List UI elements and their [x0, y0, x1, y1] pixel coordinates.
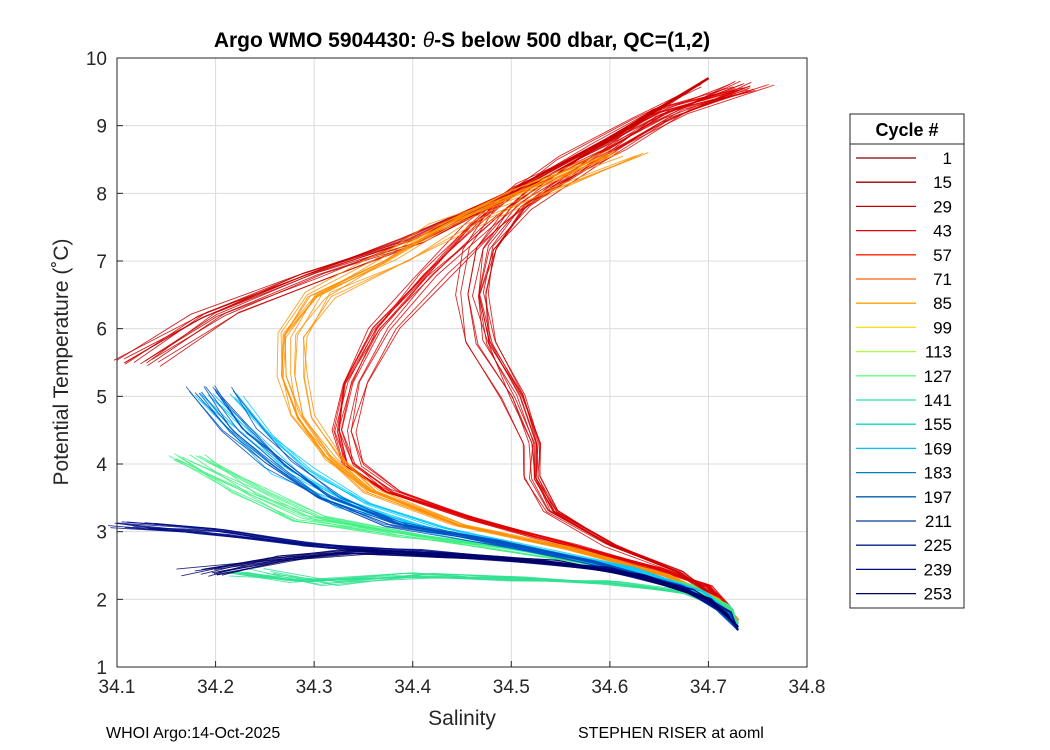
legend-label: 29	[933, 197, 952, 216]
grid	[116, 57, 808, 668]
chart-title: Argo WMO 5904430: θ-S below 500 dbar, QC…	[214, 29, 710, 52]
legend-label: 127	[924, 367, 952, 386]
y-tick-label: 5	[96, 387, 107, 408]
legend-box	[849, 113, 965, 609]
x-tick-label: 34.5	[493, 677, 530, 698]
profile-line-red-left	[123, 78, 709, 364]
legend-label: 15	[933, 173, 952, 192]
title-theta: θ	[423, 29, 435, 52]
footer-right-text: STEPHEN RISER at aoml	[578, 725, 764, 742]
legend-label: 155	[924, 415, 952, 434]
x-tick-label: 34.1	[99, 677, 136, 698]
profile-line-cyan	[199, 392, 739, 627]
legend-label: 183	[924, 464, 952, 483]
legend-label: 99	[933, 318, 952, 337]
profile-curves	[108, 77, 775, 631]
profile-line-blue	[200, 391, 739, 630]
x-tick-label: 34.8	[789, 677, 826, 698]
profile-line-red-left	[147, 77, 709, 367]
title-suffix: -S below 500 dbar, QC=(1,2)	[434, 29, 710, 52]
profile-line-cyan	[214, 395, 739, 627]
profile-line-cyan	[207, 394, 739, 627]
legend-label: 253	[924, 585, 952, 604]
profile-line-blue	[214, 388, 738, 630]
y-tick-label: 4	[96, 455, 107, 476]
profile-line-cyan	[208, 394, 739, 627]
legend-label: 239	[924, 560, 952, 579]
x-ticks: 34.1 34.2 34.3 34.4 34.5 34.6 34.7 34.8	[99, 661, 826, 698]
x-tick-label: 34.7	[690, 677, 727, 698]
legend-label: 113	[925, 343, 952, 362]
profile-line-blue	[205, 386, 738, 631]
y-tick-label: 6	[96, 320, 107, 341]
y-tick-label: 9	[96, 117, 107, 138]
profile-line-navy-low	[204, 551, 739, 628]
x-tick-label: 34.4	[394, 677, 431, 698]
profile-line-red-left	[125, 77, 709, 363]
footer-left-text: WHOI Argo:14-Oct-2025	[106, 725, 281, 742]
x-tick-label: 34.6	[591, 677, 628, 698]
profile-line-red-wide	[478, 87, 751, 621]
profile-line-red-wide	[455, 83, 739, 621]
y-tick-label: 10	[86, 49, 107, 70]
x-axis-label: Salinity	[428, 707, 496, 730]
legend-title: Cycle #	[875, 120, 938, 140]
profile-line-red-left	[123, 78, 710, 360]
profile-line-blue	[185, 386, 739, 630]
legend-label: 197	[924, 488, 952, 507]
legend-items: 1 15 29 43 57 71 85 99 113 127 141 155 169 183 197 211 2…	[856, 149, 952, 604]
axes-box	[116, 57, 808, 668]
y-tick-label: 1	[96, 658, 107, 679]
profile-line-red-wide	[487, 81, 752, 620]
legend-label: 211	[925, 512, 952, 531]
profile-line-cyan	[242, 395, 738, 626]
y-tick-label: 3	[96, 523, 107, 544]
profile-line-cyan	[234, 398, 739, 628]
profile-line-orange	[280, 148, 739, 620]
profile-line-navy-low	[211, 551, 739, 628]
profile-line-red-wide	[467, 87, 739, 620]
legend-label: 85	[933, 294, 952, 313]
legend-label: 43	[933, 222, 952, 241]
y-axis-label: Potential Temperature (˚C)	[50, 238, 73, 485]
legend-label: 225	[924, 536, 952, 555]
y-tick-label: 8	[96, 184, 107, 205]
profile-line-cyan	[201, 394, 739, 627]
profile-line-red-left	[146, 78, 709, 364]
profile-line-cyan	[229, 393, 739, 628]
profile-line-red-left	[116, 77, 709, 361]
profile-line-cyan	[196, 393, 739, 627]
profile-line-blue	[198, 392, 739, 630]
y-tick-label: 7	[96, 252, 107, 273]
y-tick-label: 2	[96, 590, 107, 611]
legend-label: 1	[943, 149, 952, 168]
title-prefix: Argo WMO 5904430:	[214, 29, 423, 52]
legend-label: 71	[933, 270, 952, 289]
x-tick-label: 34.2	[197, 677, 234, 698]
legend-label: 141	[924, 391, 952, 410]
legend: Cycle # 1 15 29 43 57 71 85 99 113 127 141 155 169 18…	[849, 113, 965, 609]
x-tick-label: 34.3	[296, 677, 333, 698]
legend-label: 57	[933, 246, 952, 265]
legend-label: 169	[924, 439, 952, 458]
profile-line-red-wide	[467, 84, 739, 621]
y-ticks: 1 2 3 4 5 6 7 8 9 10	[86, 49, 123, 679]
profile-line-orange	[290, 150, 739, 621]
profile-line-red-left	[133, 78, 709, 363]
profile-line-red-left	[151, 77, 709, 360]
profile-line-red-wide	[478, 83, 745, 621]
